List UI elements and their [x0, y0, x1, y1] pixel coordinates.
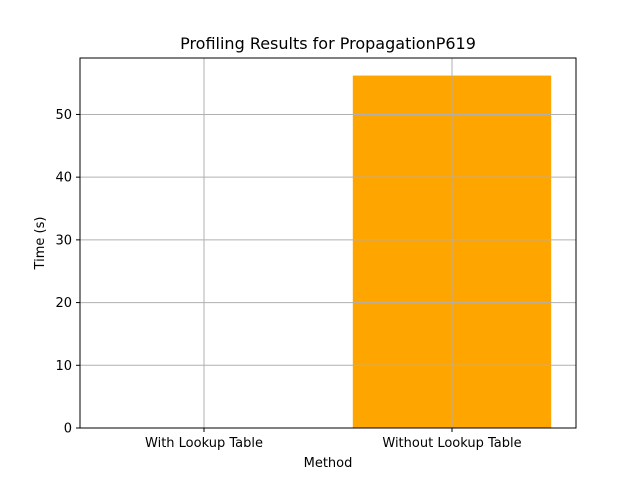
x-axis-ticks: With Lookup Table Without Lookup Table	[145, 428, 522, 451]
y-axis-label: Time (s)	[33, 217, 48, 271]
chart-title: Profiling Results for PropagationP619	[180, 34, 476, 53]
y-tick-label: 20	[55, 296, 72, 311]
y-tick-label: 30	[55, 233, 72, 248]
plot-frame	[79, 57, 577, 429]
x-tick-label: With Lookup Table	[145, 436, 263, 451]
y-tick-label: 50	[55, 108, 72, 123]
y-tick-label: 10	[55, 359, 72, 374]
x-tick-label: Without Lookup Table	[382, 436, 521, 451]
y-tick-label: 40	[55, 171, 72, 186]
x-axis-label: Method	[304, 456, 353, 471]
y-tick-label: 0	[64, 422, 72, 437]
y-axis-ticks: 0 10 20 30 40 50	[55, 108, 80, 437]
